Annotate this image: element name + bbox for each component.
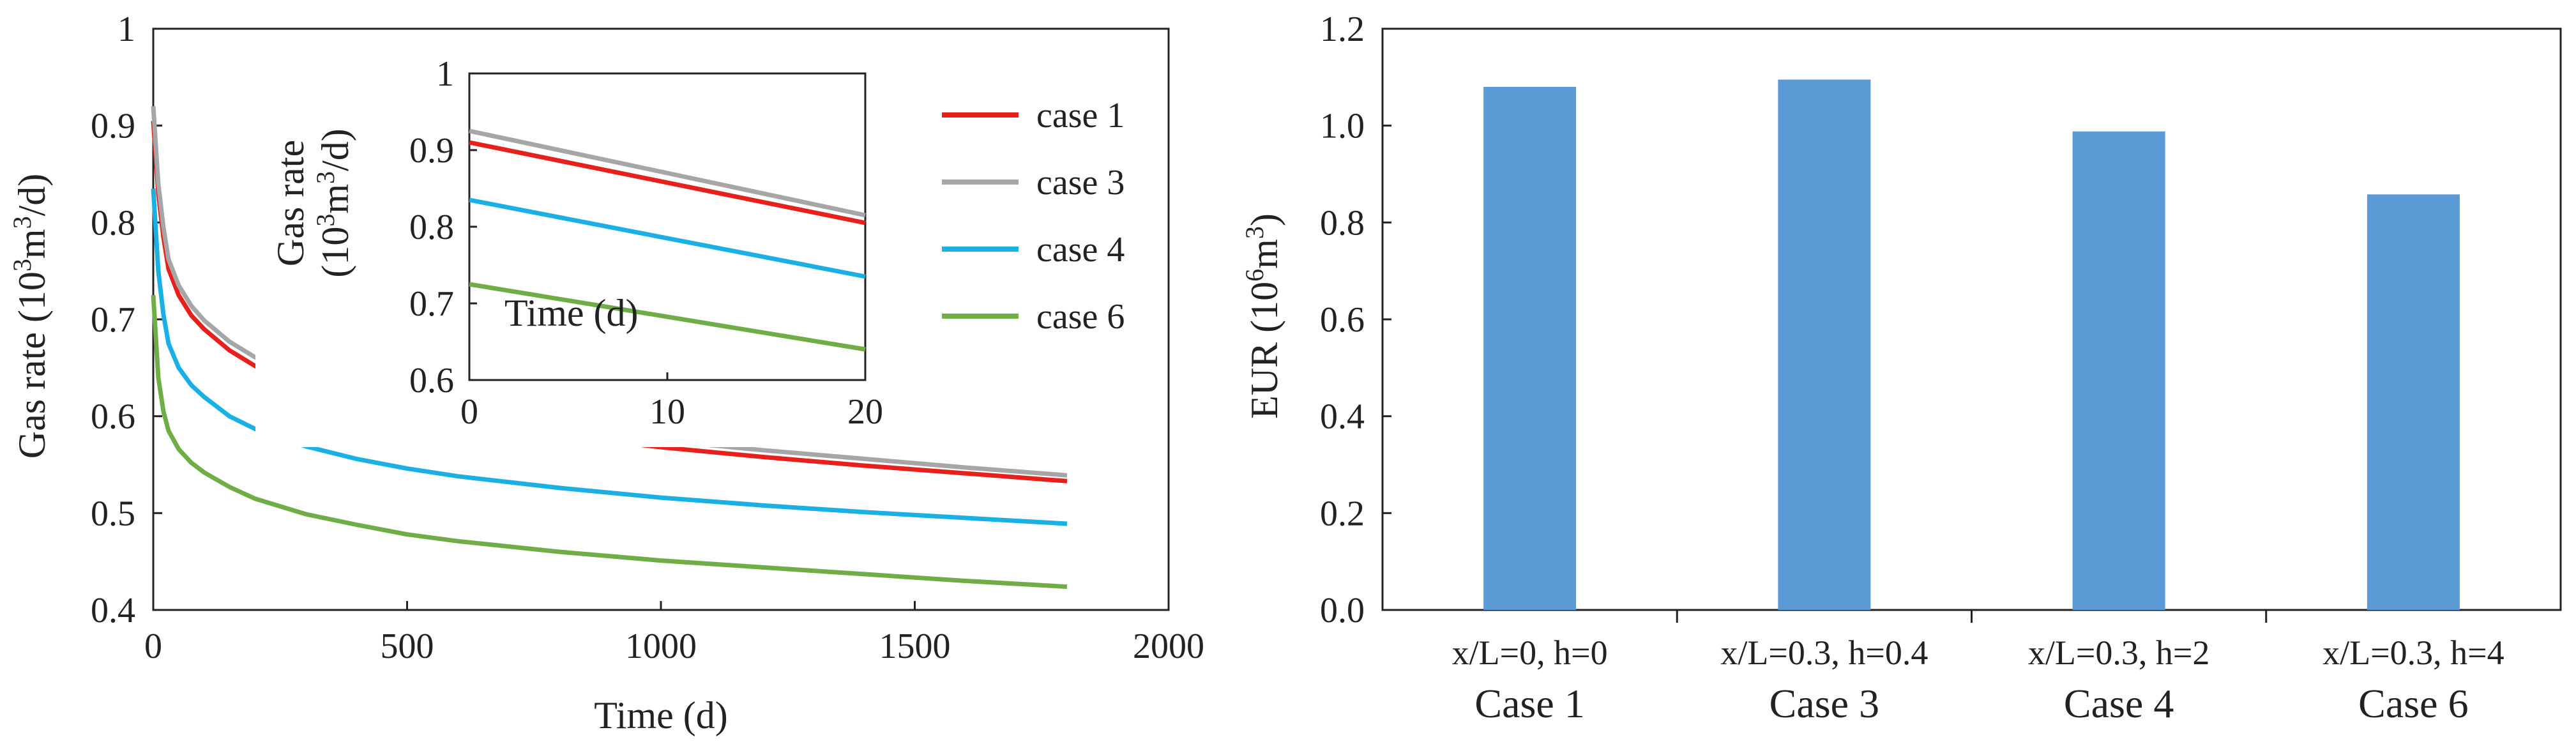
inset-x-tick-label: 20 [847, 392, 883, 432]
x-tick-label: 1500 [879, 627, 951, 666]
inset-y-axis-title-line1: Gas rate [269, 140, 312, 266]
inset-series-line-case-6 [469, 282, 866, 352]
inset-series-line-case-4 [469, 197, 866, 279]
y-axis-ticks: 0.4 0.5 0.6 0.7 0.8 0.9 1 [91, 10, 162, 630]
category-sublabel: x/L=0.3, h=0.4 [1720, 634, 1928, 672]
category-label: Case 6 [2358, 681, 2468, 726]
inset-chart: 0.6 0.7 0.8 0.9 1 0 10 20 Time (d) Gas rate (1… [255, 45, 891, 447]
inset-y-title-part: /d) [314, 128, 356, 171]
legend-label: case 6 [1036, 297, 1125, 337]
y-tick-label: 0.6 [1320, 300, 1365, 340]
y-axis-ticks: 0.0 0.2 0.4 0.6 0.8 1.0 1.2 [1320, 10, 1391, 630]
inset-y-axis-title-line2: (103m3/d) [311, 128, 356, 277]
series-line-case-6 [151, 294, 1068, 590]
inset-x-axis-ticks: 0 10 20 [460, 372, 883, 432]
category-label: Case 4 [2064, 681, 2174, 726]
y-tick-label: 0.6 [91, 397, 135, 437]
x-axis-categories: x/L=0, h=0 Case 1 x/L=0.3, h=0.4 Case 3 x/L=… [1452, 610, 2504, 726]
category-sublabel: x/L=0, h=0 [1452, 634, 1608, 672]
inset-y-title-part: (10 [314, 227, 356, 278]
y-axis-title-part: ) [1243, 213, 1285, 226]
legend-label: case 4 [1036, 230, 1125, 270]
inset-y-tick-label: 0.7 [409, 284, 454, 324]
y-tick-label: 1.2 [1320, 10, 1365, 49]
x-tick-label: 500 [381, 627, 434, 666]
y-axis-title-part: EUR (10 [1243, 282, 1285, 419]
y-tick-label: 0.0 [1320, 591, 1365, 630]
x-tick-label: 0 [144, 627, 162, 666]
y-axis-title-part: Gas rate (10 [11, 271, 53, 459]
y-axis-title-superscript: 3 [1240, 226, 1269, 239]
inset-y-tick-label: 0.6 [409, 361, 454, 400]
category-label: Case 3 [1769, 681, 1879, 726]
category-sublabel: x/L=0.3, h=4 [2322, 634, 2504, 672]
inset-series-line-case-1 [469, 140, 866, 225]
x-tick-label: 2000 [1133, 627, 1204, 666]
inset-x-tick-label: 10 [649, 392, 685, 432]
bars [1483, 79, 2460, 611]
inset-y-axis-ticks: 0.6 0.7 0.8 0.9 1 [409, 54, 477, 400]
y-tick-label: 0.9 [91, 107, 135, 146]
x-tick-label: 1000 [625, 627, 697, 666]
y-tick-label: 0.7 [91, 300, 135, 340]
inset-y-title-superscript: 3 [311, 214, 340, 227]
y-axis-title: Gas rate (103m3/d) [8, 174, 53, 459]
y-tick-label: 0.8 [91, 203, 135, 243]
legend: case 1 case 3 case 4 case 6 [942, 96, 1125, 337]
y-axis-title-superscript: 6 [1240, 269, 1269, 282]
bar-case-4 [2072, 131, 2165, 610]
x-axis-ticks: 0 500 1000 1500 2000 [144, 601, 1204, 666]
y-tick-label: 0.5 [91, 494, 135, 533]
gas-rate-line-chart: 0.4 0.5 0.6 0.7 0.8 0.9 1 0 500 1000 1500 2000 Tim… [8, 10, 1204, 736]
inset-series-lines [469, 128, 866, 352]
y-tick-label: 1 [117, 10, 135, 49]
inset-x-tick-label: 0 [460, 392, 478, 432]
inset-y-title-part: m [314, 184, 356, 214]
inset-series-line-case-3 [469, 128, 866, 218]
inset-y-tick-label: 1 [436, 54, 454, 94]
legend-label: case 3 [1036, 163, 1125, 202]
bar-case-6 [2367, 194, 2460, 611]
y-axis-title-part: m [1243, 239, 1285, 269]
bar-case-3 [1778, 79, 1871, 610]
x-axis-title: Time (d) [594, 694, 727, 736]
category-sublabel: x/L=0.3, h=2 [2028, 634, 2209, 672]
y-tick-label: 0.4 [1320, 397, 1365, 437]
y-axis-title-superscript: 3 [8, 216, 36, 229]
inset-y-title-superscript: 3 [311, 171, 340, 184]
y-tick-label: 0.8 [1320, 203, 1365, 243]
y-axis-title-part: /d) [11, 174, 53, 217]
category-label: Case 1 [1474, 681, 1584, 726]
inset-x-axis-title: Time (d) [504, 292, 638, 334]
y-tick-label: 0.4 [91, 591, 135, 630]
inset-y-tick-label: 0.9 [409, 131, 454, 171]
y-axis-title-superscript: 3 [8, 259, 36, 271]
legend-label: case 1 [1036, 96, 1125, 135]
y-axis-title-part: m [11, 229, 53, 259]
bar-case-1 [1483, 87, 1577, 610]
inset-y-tick-label: 0.8 [409, 208, 454, 247]
y-axis-title: EUR (106m3) [1240, 213, 1285, 419]
y-tick-label: 1.0 [1320, 107, 1365, 146]
y-tick-label: 0.2 [1320, 494, 1365, 533]
